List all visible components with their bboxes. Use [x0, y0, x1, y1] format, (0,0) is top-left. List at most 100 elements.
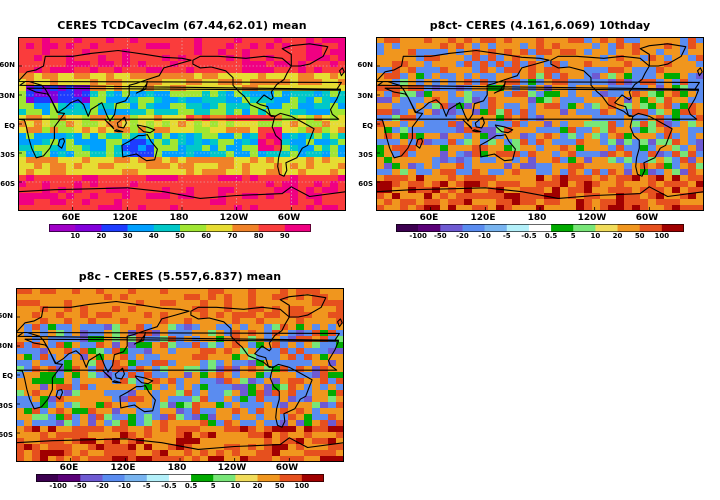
- lon-label-120w: 120W: [219, 213, 249, 223]
- lon-label-120e: 120E: [110, 463, 136, 473]
- lon-label-120e: 120E: [112, 213, 138, 223]
- panel-title: p8c - CERES (5.557,6.837) mean: [78, 270, 282, 283]
- colorbar-tick-label: 60: [201, 232, 212, 240]
- colorbar-tick-label: -100: [49, 482, 67, 490]
- lon-label-60w: 60W: [275, 463, 299, 473]
- colorbar-segment: [257, 474, 280, 482]
- colorbar-segment: [639, 224, 663, 232]
- colorbar-tick-label: -0.5: [161, 482, 177, 490]
- lat-label-60n: 60N: [357, 61, 373, 69]
- lon-label-120w: 120W: [577, 213, 607, 223]
- colorbar-tick-label: 50: [274, 482, 285, 490]
- colorbar-segment: [258, 224, 286, 232]
- colorbar-tick-label: 50: [634, 232, 645, 240]
- colorbar-segment: [418, 224, 441, 232]
- colorbar-tick-label: 5: [210, 482, 216, 490]
- colorbar-tick-label: -5: [142, 482, 151, 490]
- panel-title: p8ct- CERES (4.161,6.069) 10thday: [429, 19, 651, 32]
- colorbar-tick-label: 50: [175, 232, 185, 240]
- lat-label-60s: 60S: [0, 180, 15, 188]
- colorbar-tick-label: -20: [96, 482, 109, 490]
- lat-label-60n: 60N: [0, 312, 13, 320]
- colorbar-segment: [146, 474, 170, 482]
- colorbar-segment: [49, 224, 76, 232]
- colorbar-tick-label: 0.5: [544, 232, 558, 240]
- colorbar-segment: [101, 224, 128, 232]
- lat-label-30n: 30N: [357, 92, 373, 100]
- lon-label-120e: 120E: [470, 213, 496, 223]
- colorbar-segment: [462, 224, 485, 232]
- colorbar: [49, 224, 311, 232]
- colorbar-segment: [36, 474, 59, 482]
- lon-label-60e: 60E: [419, 213, 439, 223]
- lon-label-180: 180: [527, 213, 547, 223]
- colorbar: [396, 224, 684, 232]
- map-p8c-diff: [16, 288, 344, 462]
- colorbar-tick-label: 10: [230, 482, 241, 490]
- colorbar-segment: [127, 224, 155, 232]
- colorbar-tick-label: 20: [252, 482, 263, 490]
- colorbar-segment: [396, 224, 419, 232]
- colorbar-tick-label: -10: [478, 232, 491, 240]
- colorbar-segment: [80, 474, 103, 482]
- colorbar-segment: [235, 474, 258, 482]
- colorbar-segment: [279, 474, 303, 482]
- colorbar-tick-label: 5: [570, 232, 576, 240]
- colorbar-tick-label: 20: [612, 232, 623, 240]
- colorbar-segment: [58, 474, 81, 482]
- colorbar-segment: [213, 474, 236, 482]
- lat-label-eq: EQ: [2, 372, 13, 380]
- colorbar-tick-label: 40: [148, 232, 159, 240]
- colorbar-segment: [232, 224, 259, 232]
- colorbar-tick-label: 100: [654, 232, 670, 240]
- colorbar-segment: [528, 224, 552, 232]
- colorbar-tick-label: 30: [122, 232, 133, 240]
- shaded-field: [376, 37, 704, 211]
- lon-label-180: 180: [169, 213, 189, 223]
- lon-label-60w: 60W: [635, 213, 659, 223]
- colorbar-tick-label: 70: [227, 232, 238, 240]
- colorbar-tick-label: 10: [70, 232, 81, 240]
- colorbar-tick-label: 0.5: [184, 482, 198, 490]
- colorbar: [36, 474, 324, 482]
- colorbar-segment: [124, 474, 148, 482]
- colorbar-segment: [573, 224, 596, 232]
- colorbar-segment: [168, 474, 192, 482]
- colorbar-segment: [506, 224, 530, 232]
- colorbar-segment: [661, 224, 684, 232]
- colorbar-tick-label: -5: [502, 232, 511, 240]
- colorbar-tick-label: 20: [96, 232, 107, 240]
- colorbar-tick-label: -0.5: [521, 232, 537, 240]
- lat-label-30n: 30N: [0, 92, 15, 100]
- colorbar-segment: [301, 474, 324, 482]
- coastline: [16, 294, 344, 462]
- colorbar-segment: [102, 474, 125, 482]
- colorbar-segment: [484, 224, 508, 232]
- lon-label-60e: 60E: [61, 213, 81, 223]
- colorbar-tick-label: 90: [279, 232, 290, 240]
- lat-label-30s: 30S: [0, 402, 13, 410]
- colorbar-tick-label: 100: [294, 482, 310, 490]
- map-ceres-tcdc: [18, 37, 346, 211]
- colorbar-segment: [551, 224, 574, 232]
- colorbar-segment: [191, 474, 214, 482]
- coastline: [18, 43, 346, 211]
- panel-title: CERES TCDCavecIm (67.44,62.01) mean: [57, 19, 307, 32]
- colorbar-segment: [284, 224, 311, 232]
- colorbar-segment: [180, 224, 207, 232]
- map-p8ct-diff: [376, 37, 704, 211]
- colorbar-tick-label: 80: [253, 232, 264, 240]
- lat-label-30s: 30S: [358, 151, 373, 159]
- lat-label-60s: 60S: [358, 180, 373, 188]
- colorbar-tick-label: -50: [73, 482, 87, 490]
- colorbar-segment: [206, 224, 233, 232]
- colorbar-tick-label: -20: [456, 232, 469, 240]
- colorbar-tick-label: -10: [118, 482, 131, 490]
- colorbar-segment: [153, 224, 181, 232]
- lat-label-60n: 60N: [0, 61, 15, 69]
- colorbar-segment: [440, 224, 463, 232]
- lat-label-30n: 30N: [0, 342, 13, 350]
- colorbar-segment: [75, 224, 102, 232]
- lon-label-60e: 60E: [59, 463, 79, 473]
- lat-label-30s: 30S: [0, 151, 15, 159]
